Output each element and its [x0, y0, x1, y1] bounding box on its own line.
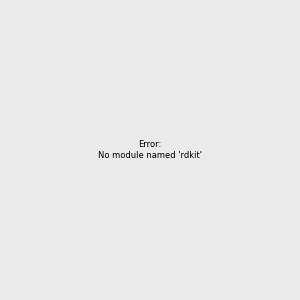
Text: Error:
No module named 'rdkit': Error: No module named 'rdkit': [98, 140, 202, 160]
